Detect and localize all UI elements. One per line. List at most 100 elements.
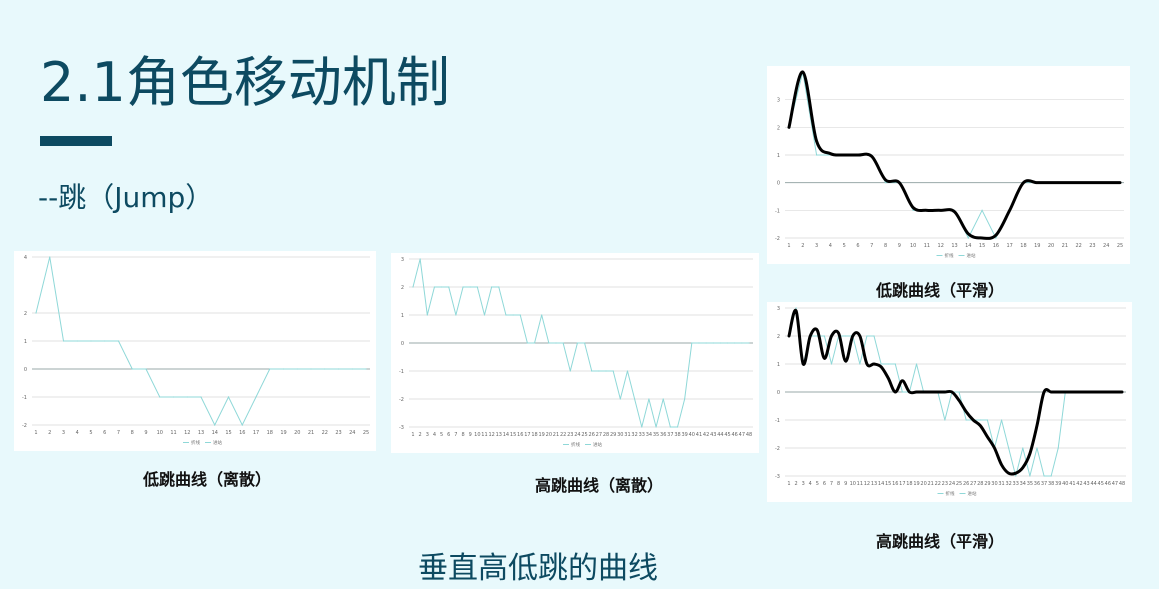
x-tick-label: 48 bbox=[746, 432, 752, 438]
x-tick-label: 12 bbox=[938, 243, 944, 249]
data-point bbox=[117, 340, 120, 342]
x-tick-label: 36 bbox=[660, 432, 666, 438]
x-tick-label: 2 bbox=[419, 432, 422, 438]
x-tick-label: 17 bbox=[899, 481, 905, 487]
title-accent-bar bbox=[40, 136, 112, 146]
x-tick-label: 19 bbox=[538, 432, 544, 438]
data-point bbox=[605, 370, 607, 372]
data-point bbox=[433, 286, 436, 288]
data-point bbox=[324, 368, 326, 370]
y-tick-label: -1 bbox=[22, 395, 27, 401]
x-tick-label: 19 bbox=[280, 430, 286, 436]
x-tick-label: 20 bbox=[920, 481, 926, 487]
data-point bbox=[830, 363, 833, 365]
chart-low-jump-smooth: -2 -1 0 1 2 3 1 2 3 4 5 6 7 8 9 10 11 12 13 14 15 16 17 18 19 20 2… bbox=[767, 66, 1130, 264]
x-tick-label: 27 bbox=[596, 432, 602, 438]
x-tick-label: 20 bbox=[1048, 243, 1054, 249]
x-tick-label: 13 bbox=[198, 430, 204, 436]
x-tick-label: 32 bbox=[631, 432, 637, 438]
data-point bbox=[310, 368, 312, 370]
x-tick-label: 27 bbox=[970, 481, 976, 487]
x-tick-label: 47 bbox=[1112, 481, 1118, 487]
data-point bbox=[214, 424, 216, 426]
x-tick-label: 28 bbox=[977, 481, 983, 487]
x-tick-label: 3 bbox=[802, 481, 805, 487]
data-point bbox=[172, 396, 175, 398]
data-point bbox=[555, 342, 557, 344]
data-point bbox=[476, 286, 478, 288]
x-tick-label: 15 bbox=[510, 432, 516, 438]
x-tick-label: 44 bbox=[717, 432, 723, 438]
x-tick-label: 39 bbox=[681, 432, 687, 438]
x-tick-label: 26 bbox=[963, 481, 969, 487]
x-tick-label: 33 bbox=[1013, 481, 1019, 487]
data-point bbox=[282, 368, 285, 370]
data-point bbox=[131, 368, 133, 370]
x-tick-label: 43 bbox=[710, 432, 716, 438]
x-tick-label: 11 bbox=[481, 432, 487, 438]
y-tick-label: 4 bbox=[24, 255, 27, 261]
x-tick-label: 5 bbox=[89, 430, 92, 436]
data-point bbox=[426, 314, 428, 316]
data-point bbox=[859, 363, 861, 365]
x-tick-label: 18 bbox=[906, 481, 912, 487]
x-tick-label: 43 bbox=[1083, 481, 1089, 487]
data-point bbox=[741, 342, 743, 344]
chart-low-jump-discrete: -2 -1 0 1 2 4 1 2 3 4 5 6 7 8 9 10 11 12 13 14 15 16 17 18 19 20 2… bbox=[14, 251, 376, 451]
data-point bbox=[655, 426, 657, 428]
x-tick-label: 4 bbox=[76, 430, 79, 436]
x-tick-label: 22 bbox=[1075, 243, 1081, 249]
data-point bbox=[1050, 475, 1052, 477]
x-tick-label: 25 bbox=[581, 432, 587, 438]
caption-high-jump-discrete: 高跳曲线（离散） bbox=[535, 476, 664, 495]
data-point bbox=[241, 424, 243, 426]
x-tick-label: 9 bbox=[844, 481, 847, 487]
data-point bbox=[915, 363, 918, 365]
x-tick-label: 24 bbox=[349, 430, 355, 436]
x-tick-label: 29 bbox=[610, 432, 616, 438]
discrete-series-line bbox=[412, 258, 749, 428]
x-tick-label: 10 bbox=[474, 432, 480, 438]
y-tick-label: 0 bbox=[777, 390, 780, 396]
x-tick-label: 24 bbox=[574, 432, 580, 438]
x-tick-label: 20 bbox=[294, 430, 300, 436]
x-tick-label: 38 bbox=[674, 432, 680, 438]
y-tick-label: 3 bbox=[777, 306, 780, 312]
x-tick-label: 45 bbox=[1098, 481, 1104, 487]
x-tick-label: 17 bbox=[1006, 243, 1012, 249]
y-tick-label: 0 bbox=[777, 181, 780, 187]
x-tick-label: 25 bbox=[956, 481, 962, 487]
x-tick-label: 23 bbox=[567, 432, 573, 438]
x-tick-label: 4 bbox=[433, 432, 436, 438]
x-tick-label: 34 bbox=[1020, 481, 1026, 487]
y-tick-label: -2 bbox=[22, 423, 27, 429]
caption-low-jump-smooth: 低跳曲线（平滑） bbox=[876, 281, 1005, 300]
data-point bbox=[591, 370, 593, 372]
x-tick-label: 7 bbox=[117, 430, 120, 436]
x-tick-label: 4 bbox=[809, 481, 812, 487]
x-tick-label: 35 bbox=[1027, 481, 1033, 487]
data-point bbox=[76, 340, 78, 342]
data-point bbox=[469, 286, 471, 288]
data-point bbox=[1043, 475, 1045, 477]
data-point bbox=[684, 398, 686, 400]
data-point bbox=[676, 426, 679, 428]
data-point bbox=[958, 391, 960, 393]
x-tick-label: 44 bbox=[1090, 481, 1096, 487]
x-tick-label: 31 bbox=[624, 432, 630, 438]
data-point bbox=[981, 209, 983, 211]
x-tick-label: 18 bbox=[267, 430, 273, 436]
y-tick-label: 0 bbox=[24, 367, 27, 373]
x-tick-label: 46 bbox=[732, 432, 738, 438]
data-point bbox=[351, 368, 353, 370]
slide-subtitle: --跳（Jump） bbox=[38, 181, 214, 214]
data-point bbox=[562, 342, 564, 344]
data-point bbox=[440, 286, 443, 288]
y-tick-label: -2 bbox=[775, 446, 780, 452]
data-point bbox=[255, 396, 257, 398]
caption-high-jump-smooth: 高跳曲线（平滑） bbox=[876, 532, 1005, 551]
data-point bbox=[965, 419, 967, 421]
y-tick-label: 1 bbox=[777, 362, 780, 368]
data-point bbox=[986, 419, 988, 421]
